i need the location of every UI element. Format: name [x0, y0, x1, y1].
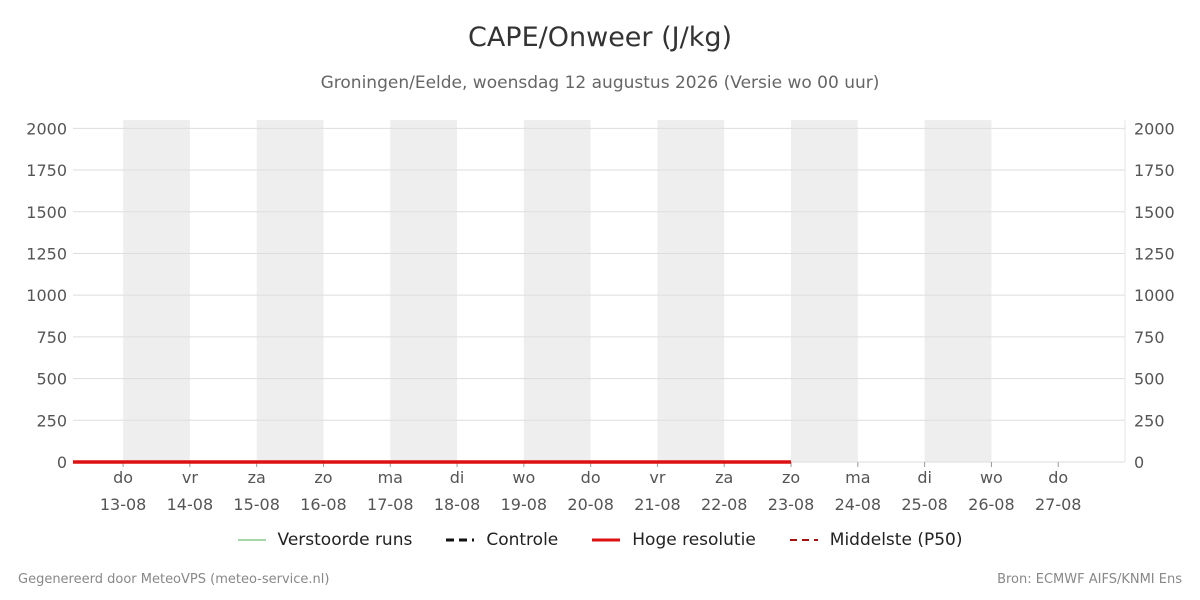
y-tick-label-right: 2000 — [1134, 119, 1175, 138]
x-tick-date: 16-08 — [300, 495, 347, 514]
x-tick-day: do — [1048, 468, 1068, 487]
x-tick-day: ma — [845, 468, 870, 487]
chart-legend: Verstoorde runs Controle Hoge resolutie … — [0, 530, 1200, 550]
legend-label-controle: Controle — [486, 530, 559, 550]
day-shade-band — [657, 120, 725, 462]
x-tick-date: 21-08 — [634, 495, 681, 514]
legend-item-runs[interactable]: Verstoorde runs — [237, 530, 413, 550]
x-tick-day: ma — [378, 468, 403, 487]
x-tick-day: za — [715, 468, 733, 487]
x-tick-date: 15-08 — [233, 495, 280, 514]
x-tick-date: 17-08 — [367, 495, 414, 514]
x-tick-date: 27-08 — [1035, 495, 1082, 514]
y-tick-label-left: 250 — [36, 411, 67, 430]
x-tick-day: za — [248, 468, 266, 487]
legend-label-hires: Hoge resolutie — [632, 530, 756, 550]
y-tick-label-left: 2000 — [26, 119, 67, 138]
day-shade-band — [123, 120, 190, 462]
y-tick-label-right: 750 — [1134, 328, 1165, 347]
x-tick-date: 13-08 — [100, 495, 147, 514]
x-tick-date: 14-08 — [167, 495, 214, 514]
y-tick-label-left: 750 — [36, 328, 67, 347]
legend-swatch-hires — [592, 538, 621, 542]
x-tick-day: di — [450, 468, 465, 487]
y-tick-label-right: 250 — [1134, 411, 1165, 430]
day-shade-band — [791, 120, 858, 462]
x-tick-day: vr — [182, 468, 198, 487]
x-tick-date: 26-08 — [968, 495, 1015, 514]
x-tick-day: wo — [512, 468, 535, 487]
y-tick-label-left: 1000 — [26, 286, 67, 305]
x-tick-day: di — [917, 468, 932, 487]
x-tick-day: do — [581, 468, 601, 487]
y-tick-label-right: 1000 — [1134, 286, 1175, 305]
x-tick-day: vr — [649, 468, 665, 487]
footer-source: Bron: ECMWF AIFS/KNMI Ens — [997, 572, 1182, 587]
x-tick-date: 18-08 — [434, 495, 481, 514]
y-tick-label-left: 1250 — [26, 244, 67, 263]
y-tick-label-left: 0 — [57, 453, 67, 472]
day-shade-band — [523, 120, 591, 462]
x-tick-day: zo — [782, 468, 800, 487]
y-tick-label-left: 1750 — [26, 161, 67, 180]
x-tick-day: zo — [314, 468, 332, 487]
legend-swatch-p50 — [789, 539, 818, 541]
legend-swatch-runs — [237, 539, 266, 541]
x-tick-date: 23-08 — [768, 495, 815, 514]
chart-title: CAPE/Onweer (J/kg) — [467, 22, 732, 53]
y-tick-label-right: 1750 — [1134, 161, 1175, 180]
x-tick-date: 22-08 — [701, 495, 748, 514]
x-tick-date: 24-08 — [835, 495, 882, 514]
day-shade-band — [256, 120, 324, 462]
y-tick-label-left: 500 — [36, 370, 67, 389]
y-tick-label-right: 0 — [1134, 453, 1144, 472]
legend-swatch-controle — [446, 538, 475, 542]
x-tick-day: wo — [980, 468, 1003, 487]
x-tick-date: 19-08 — [501, 495, 548, 514]
y-tick-label-right: 500 — [1134, 370, 1165, 389]
x-tick-date: 20-08 — [567, 495, 614, 514]
day-shade-band — [390, 120, 458, 462]
y-tick-label-left: 1500 — [26, 203, 67, 222]
x-tick-date: 25-08 — [901, 495, 948, 514]
y-tick-label-right: 1500 — [1134, 203, 1175, 222]
chart-subtitle: Groningen/Eelde, woensdag 12 augustus 20… — [320, 73, 880, 93]
y-tick-label-right: 1250 — [1134, 244, 1175, 263]
legend-item-p50[interactable]: Middelste (P50) — [789, 530, 963, 550]
legend-label-p50: Middelste (P50) — [829, 530, 963, 550]
x-tick-day: do — [113, 468, 133, 487]
legend-item-controle[interactable]: Controle — [446, 530, 558, 550]
day-shade-band — [924, 120, 992, 462]
legend-label-runs: Verstoorde runs — [277, 530, 413, 550]
legend-item-hires[interactable]: Hoge resolutie — [592, 530, 756, 550]
footer-generated-by: Gegenereerd door MeteoVPS (meteo-service… — [18, 572, 330, 587]
